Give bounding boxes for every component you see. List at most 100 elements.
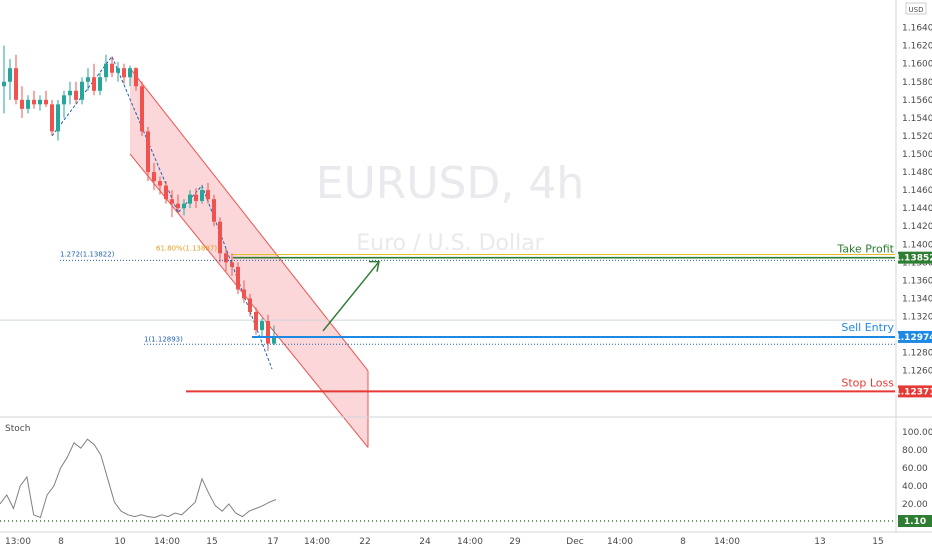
price-tick-label: 1.14600 [902, 186, 932, 196]
time-tick-label: 14:00 [714, 537, 740, 547]
candle-body [272, 336, 276, 344]
price-tick-label: 1.16400 [902, 24, 932, 34]
candle-body [218, 221, 222, 254]
candle-body [62, 95, 66, 105]
sell-entry-price-tag [898, 330, 932, 343]
time-tick-label: 13 [814, 537, 825, 547]
time-axis[interactable]: 13:00 8 10 14:00 15 17 14:00 22 24 14:00 29 Dec 14:0… [5, 537, 884, 547]
candle-body [188, 194, 192, 204]
time-tick-label: 15 [206, 537, 217, 547]
stoch-tick-label: 60.00 [902, 464, 928, 474]
time-tick-label: 29 [509, 537, 521, 547]
candle-body [182, 203, 186, 209]
stop-loss-label: Stop Loss [841, 376, 894, 389]
candle-body [146, 131, 150, 173]
symbol-watermark: EURUSD, 4h [316, 158, 584, 209]
price-tick-label: 1.15000 [902, 150, 932, 160]
fib-1-label: 1(1.12893) [144, 335, 183, 343]
time-tick-label: 10 [114, 537, 126, 547]
candle-body [134, 68, 138, 87]
candle-body [200, 190, 204, 201]
candle-body [158, 181, 162, 186]
candle-body [92, 77, 96, 91]
instrument-watermark: Euro / U.S. Dollar [356, 231, 544, 256]
stoch-scale[interactable]: 100.00 80.00 60.00 40.00 20.00 [902, 428, 932, 510]
candle-body [176, 203, 180, 209]
projection-arrow[interactable] [322, 261, 380, 332]
candle-body [2, 81, 6, 87]
price-tick-label: 1.14200 [902, 222, 932, 232]
candle-body [32, 99, 36, 105]
stop-loss-price-tag [898, 385, 932, 398]
stoch-tick-label: 40.00 [902, 482, 928, 492]
price-tick-label: 1.16000 [902, 60, 932, 70]
candle-body [8, 68, 12, 82]
stoch-title: Stoch [5, 424, 30, 434]
candle-body [44, 99, 48, 105]
candle-body [68, 90, 72, 96]
price-tick-label: 1.13200 [902, 313, 932, 323]
take-profit-label: Take Profit [836, 243, 894, 256]
take-profit-price-text: 1.13852 [895, 254, 932, 264]
price-tick-label: 1.14400 [902, 204, 932, 214]
candle-body [104, 63, 108, 78]
candle-body [224, 253, 228, 263]
candle-body [206, 190, 210, 200]
projection-arrow-head [369, 260, 380, 272]
candle-body [116, 68, 120, 73]
candle-body [254, 312, 258, 331]
time-tick-label: 8 [680, 537, 686, 547]
time-tick-label: 14:00 [154, 537, 180, 547]
candle-body [14, 68, 18, 100]
candle-body [80, 81, 84, 100]
candle-body [170, 199, 174, 204]
time-tick-label: 8 [58, 537, 64, 547]
price-tick-label: 1.12800 [902, 349, 932, 359]
candle-body [152, 172, 156, 182]
stoch-tick-label: 80.00 [902, 446, 928, 456]
sell-entry-price-text: 1.12974 [895, 333, 932, 343]
fib-1272-label: 1.272(1.13822) [60, 250, 115, 258]
candle-body [86, 77, 90, 82]
time-tick-label: 17 [267, 537, 278, 547]
candle-body [50, 104, 54, 132]
price-tick-label: 1.13600 [902, 276, 932, 286]
stoch-tick-label: 100.00 [902, 428, 932, 438]
take-profit-price-tag [898, 251, 932, 264]
time-tick-label: 14:00 [304, 537, 330, 547]
time-tick-label: 13:00 [5, 537, 31, 547]
time-tick-label: 24 [419, 537, 431, 547]
candle-body [128, 68, 132, 78]
stoch-threshold-tag [898, 515, 932, 528]
candle-body [38, 99, 42, 105]
candle-body [230, 262, 234, 267]
candle-body [110, 63, 114, 73]
candle-body [212, 199, 216, 222]
candle-body [260, 321, 264, 331]
candle-body [26, 99, 30, 109]
candlestick-series [2, 45, 276, 351]
candle-body [74, 90, 78, 100]
sell-entry-label: Sell Entry [841, 321, 894, 334]
price-tick-label: 1.15200 [902, 132, 932, 142]
stop-loss-price-text: 1.12371 [895, 387, 932, 397]
time-tick-label: Dec [566, 537, 583, 547]
fib-618-label: 61.80%(1.13887) [156, 244, 217, 252]
candle-body [164, 185, 168, 200]
price-tick-label: 1.16200 [902, 42, 932, 52]
currency-label: USD [909, 6, 924, 14]
candle-body [140, 86, 144, 132]
candle-body [266, 321, 270, 344]
price-tick-label: 1.15400 [902, 114, 932, 124]
candle-body [56, 104, 60, 132]
price-tick-label: 1.14000 [902, 240, 932, 250]
candle-body [236, 266, 240, 290]
time-tick-label: 22 [359, 537, 370, 547]
price-tick-label: 1.12600 [902, 367, 932, 377]
price-tick-label: 1.15800 [902, 78, 932, 88]
candle-body [122, 68, 126, 78]
time-tick-label: 14:00 [607, 537, 633, 547]
stoch-line [0, 438, 277, 519]
candle-body [194, 194, 198, 201]
